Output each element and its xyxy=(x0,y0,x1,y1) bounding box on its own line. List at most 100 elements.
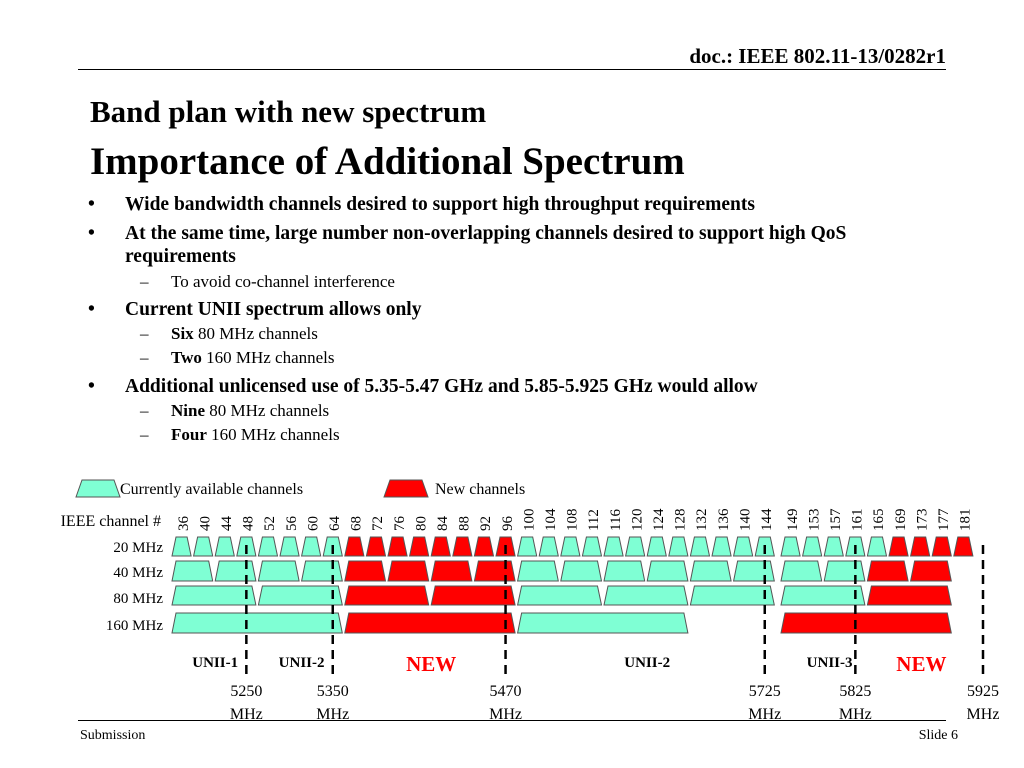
channel-160mhz-block xyxy=(344,612,516,634)
row-label-80mhz: 80 MHz xyxy=(113,591,163,607)
sub-bullet-emphasis: Six xyxy=(171,324,194,343)
sub-bullet-item: – To avoid co-channel interference xyxy=(140,272,395,292)
channel-20mhz-block xyxy=(711,536,732,557)
frequency-value-label: 5725 xyxy=(749,683,781,700)
channel-20mhz-block xyxy=(931,536,952,557)
channel-number: 153 xyxy=(806,509,822,532)
channel-number: 173 xyxy=(914,509,930,532)
sub-bullet-text: Two 160 MHz channels xyxy=(171,348,335,368)
channel-160mhz-block xyxy=(516,612,689,634)
sub-bullet-rest: 160 MHz channels xyxy=(206,425,340,444)
sub-bullet-rest: 160 MHz channels xyxy=(201,348,335,367)
channel-number: 48 xyxy=(241,516,257,531)
sub-bullet-rest: 80 MHz channels xyxy=(193,324,318,343)
sub-bullet-emphasis: Two xyxy=(171,348,202,367)
channel-20mhz-block xyxy=(516,536,538,557)
channel-number: 124 xyxy=(651,508,667,531)
frequency-unit-label: MHz xyxy=(489,706,522,723)
bullet-text: Current UNII spectrum allows only xyxy=(125,299,422,320)
channel-20mhz-block xyxy=(689,536,711,557)
channel-40mhz-block xyxy=(387,560,430,582)
channel-160mhz-block xyxy=(780,612,952,634)
band-label: UNII-1 xyxy=(192,655,238,671)
channel-20mhz-block xyxy=(560,536,581,557)
channel-number: 84 xyxy=(435,516,451,532)
channel-40mhz-block xyxy=(780,560,823,582)
bullet-dot-icon: • xyxy=(88,223,95,244)
sub-bullet-item: – Two 160 MHz channels xyxy=(140,348,335,368)
bullet-item: • At the same time, large number non-ove… xyxy=(88,222,928,268)
bullet-item: • Current UNII spectrum allows only xyxy=(88,298,928,321)
channel-80mhz-block xyxy=(430,585,516,606)
sub-bullet-emphasis: Nine xyxy=(171,401,205,420)
channel-number: 132 xyxy=(694,509,710,532)
channel-80mhz-block xyxy=(866,585,952,606)
frequency-value-label: 5470 xyxy=(490,683,522,700)
footer-rule xyxy=(78,720,946,721)
channel-20mhz-block xyxy=(866,536,888,557)
frequency-value-label: 5350 xyxy=(317,683,349,700)
channel-number: 92 xyxy=(478,516,494,531)
sub-bullet-text: Nine 80 MHz channels xyxy=(171,401,329,421)
channel-number: 140 xyxy=(737,509,753,532)
sub-bullet-item: – Four 160 MHz channels xyxy=(140,425,340,445)
channel-80mhz-block xyxy=(257,585,343,606)
channel-number: 128 xyxy=(673,509,689,532)
channel-number: 136 xyxy=(716,508,732,531)
channel-number: 112 xyxy=(586,509,602,531)
channel-40mhz-block xyxy=(646,560,689,582)
sub-bullet-rest: 80 MHz channels xyxy=(205,401,330,420)
channel-20mhz-block xyxy=(257,536,279,557)
channel-40mhz-block xyxy=(732,560,775,582)
sub-bullet-dash-icon: – xyxy=(140,401,149,420)
channel-20mhz-block xyxy=(538,536,559,557)
channel-20mhz-block xyxy=(732,536,754,557)
channel-20mhz-block xyxy=(279,536,300,557)
channel-number: 56 xyxy=(284,516,300,532)
row-label-160mhz: 160 MHz xyxy=(106,618,163,634)
channel-40mhz-block xyxy=(909,560,952,582)
bullet-dot-icon: • xyxy=(88,376,95,397)
bullet-text: At the same time, large number non-overl… xyxy=(125,223,847,267)
channel-40mhz-block xyxy=(430,560,473,582)
channel-40mhz-block xyxy=(866,560,909,582)
channel-number: 149 xyxy=(785,509,801,532)
frequency-unit-label: MHz xyxy=(839,706,872,723)
sub-bullet-rest: To avoid co-channel interference xyxy=(171,272,395,291)
channel-number: 40 xyxy=(197,516,213,531)
channel-80mhz-block xyxy=(344,585,430,606)
channel-20mhz-block xyxy=(452,536,473,557)
legend-current-label: Currently available channels xyxy=(120,481,303,498)
channel-40mhz-block xyxy=(344,560,387,582)
footer-slide-number: Slide 6 xyxy=(918,728,958,743)
channel-row-label: IEEE channel # xyxy=(61,513,161,530)
channel-40mhz-block xyxy=(689,560,732,582)
channel-20mhz-block xyxy=(646,536,667,557)
sub-bullet-dash-icon: – xyxy=(140,425,149,444)
channel-40mhz-block xyxy=(257,560,300,582)
bullet-dot-icon: • xyxy=(88,299,95,320)
channel-number: 108 xyxy=(565,509,581,532)
channel-20mhz-block xyxy=(473,536,495,557)
channel-number: 161 xyxy=(850,509,866,532)
channel-20mhz-block xyxy=(909,536,931,557)
channel-number: 116 xyxy=(608,509,624,531)
channel-20mhz-block xyxy=(624,536,646,557)
legend-current-swatch xyxy=(75,479,121,498)
frequency-value-label: 5925 xyxy=(967,683,999,700)
channel-40mhz-block xyxy=(516,560,559,582)
channel-80mhz-block xyxy=(603,585,689,606)
channel-20mhz-block xyxy=(344,536,365,557)
channel-80mhz-block xyxy=(689,585,775,606)
channel-number: 44 xyxy=(219,516,235,532)
channel-number: 60 xyxy=(305,516,321,531)
sub-bullet-text: To avoid co-channel interference xyxy=(171,272,395,292)
channel-number: 104 xyxy=(543,508,559,531)
band-label: UNII-2 xyxy=(624,655,670,671)
channel-20mhz-block xyxy=(780,536,801,557)
bullet-dot-icon: • xyxy=(88,194,95,215)
channel-number: 177 xyxy=(936,508,952,531)
channel-number: 52 xyxy=(262,516,278,531)
sub-bullet-item: – Six 80 MHz channels xyxy=(140,324,318,344)
channel-20mhz-block xyxy=(823,536,844,557)
